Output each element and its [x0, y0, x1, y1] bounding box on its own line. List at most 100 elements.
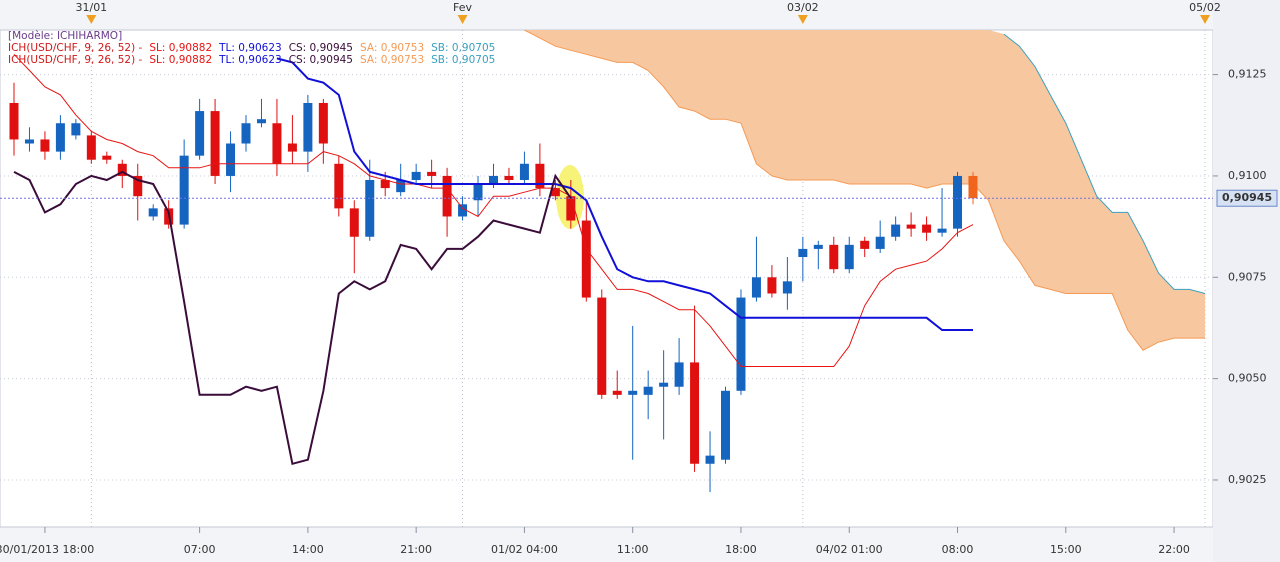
candle-body: [504, 175, 514, 180]
legend-entry: SL: 0,90882: [149, 42, 213, 54]
indicator-line: [276, 57, 973, 331]
indicator-line: [13, 53, 974, 367]
top-tick-marker: [86, 15, 97, 24]
mark-layer: [0, 53, 1213, 493]
candle-body: [133, 175, 143, 197]
candle-body: [721, 390, 731, 460]
top-tick-marker: [1200, 15, 1210, 24]
y-tick-label: 0,9075: [1228, 270, 1267, 283]
candle-body: [674, 362, 684, 387]
top-tick-label: 31/01: [75, 1, 107, 14]
legend-entry: SA: 0,90753: [359, 54, 425, 66]
top-tick-label: Fev: [453, 1, 472, 14]
x-tick-label: 18:00: [725, 543, 757, 556]
candle-body: [597, 297, 607, 395]
candle-body: [875, 236, 885, 249]
indicator-line: [1003, 33, 1206, 294]
candle-body: [40, 139, 50, 152]
candle-body: [643, 386, 653, 395]
legend-prefix: ICH(USD/CHF, 9, 26, 52) -: [8, 54, 143, 66]
top-tick-marker: [797, 15, 808, 24]
candle-body: [953, 175, 963, 229]
candle-body: [427, 171, 437, 176]
candle-body: [365, 179, 375, 237]
candle-body: [396, 179, 406, 193]
candle-body: [891, 224, 901, 237]
candle-body: [287, 143, 297, 152]
x-tick-label: 21:00: [400, 543, 432, 556]
legend-entry: SL: 0,90882: [149, 54, 213, 66]
candle-body: [519, 163, 529, 180]
candle-body: [117, 163, 127, 176]
candle-body: [767, 277, 777, 294]
last-price-label: 0,90945: [1222, 191, 1272, 204]
candle-body: [318, 102, 328, 144]
candle-body: [24, 139, 34, 144]
y-tick-label: 0,9025: [1228, 473, 1267, 486]
candle-body: [535, 163, 545, 189]
x-tick-label: 04/02 01:00: [816, 543, 883, 556]
candle-body: [473, 184, 483, 201]
candle-body: [334, 163, 344, 209]
candle-body: [86, 135, 96, 160]
model-label: [Modèle: ICHIHARMO]: [8, 30, 123, 42]
candle-body: [226, 143, 236, 176]
candle-body: [550, 188, 560, 197]
candle-body: [628, 390, 638, 395]
candle-body: [612, 390, 622, 395]
indicator-line: [13, 170, 572, 466]
y-axis-panel: [1213, 0, 1280, 562]
candle-body: [488, 175, 498, 185]
y-tick-label: 0,9050: [1228, 372, 1267, 385]
top-tick-marker: [457, 15, 468, 24]
y-tick-label: 0,9100: [1228, 169, 1267, 182]
candle-body: [380, 179, 390, 189]
candle-body: [9, 102, 19, 140]
legend-entry: CS: 0,90945: [288, 54, 353, 66]
candle-body: [829, 244, 839, 270]
candle-body: [195, 111, 205, 156]
legend-entry: CS: 0,90945: [288, 42, 353, 54]
candle-body: [581, 220, 591, 298]
candle-body: [751, 277, 761, 298]
x-tick-label: 11:00: [617, 543, 649, 556]
legend-entry: SA: 0,90753: [359, 42, 425, 54]
last-price-box: [1216, 189, 1278, 207]
candle-body: [148, 208, 158, 217]
candle-body: [303, 102, 313, 152]
candle-body: [241, 123, 251, 144]
cloud: [524, 30, 1205, 351]
legend-entry: SB: 0,90705: [431, 54, 496, 66]
indicator-line: [524, 30, 1205, 351]
candle-body: [442, 175, 452, 217]
candle-body: [937, 228, 947, 233]
legend-entry: SB: 0,90705: [431, 42, 496, 54]
candle-body: [55, 123, 65, 152]
x-tick-label: 01/02 04:00: [491, 543, 558, 556]
legend-entry: TL: 0,90623: [219, 42, 282, 54]
legend-row: ICH(USD/CHF, 9, 26, 52) - SL: 0,90882 TL: …: [8, 54, 502, 66]
candle-body: [860, 240, 870, 249]
candle-body: [736, 297, 746, 391]
candle-body: [659, 382, 669, 387]
candle-body: [705, 455, 715, 464]
x-tick-label: 15:00: [1050, 543, 1082, 556]
candle-body: [411, 171, 421, 180]
candle-body: [102, 155, 112, 160]
candle-body: [968, 175, 978, 199]
x-tick-label: 30/01/2013 18:00: [0, 543, 94, 556]
x-tick-label: 07:00: [184, 543, 216, 556]
x-tick-label: 08:00: [942, 543, 974, 556]
candle-body: [71, 123, 81, 136]
candle-body: [844, 244, 854, 270]
candle-body: [798, 248, 808, 258]
candle-body: [906, 224, 916, 229]
candle-body: [782, 281, 792, 294]
candle-body: [458, 204, 468, 217]
legend-entry: TL: 0,90623: [219, 54, 282, 66]
candle-body: [566, 196, 576, 221]
legend: [Modèle: ICHIHARMO] ICH(USD/CHF, 9, 26, 5…: [8, 30, 502, 66]
